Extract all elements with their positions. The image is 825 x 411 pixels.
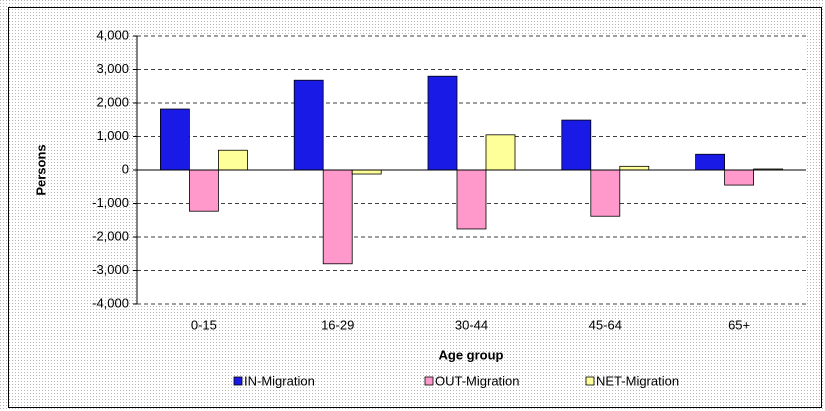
bar: [561, 119, 592, 171]
x-tick-label: 16-29: [321, 317, 354, 332]
bar: [427, 75, 458, 171]
bar: [724, 169, 754, 186]
y-tick-label: -1,000: [92, 195, 129, 210]
bar: [456, 169, 487, 230]
bar: [485, 134, 516, 171]
bar: [590, 169, 621, 217]
y-tick-label: -2,000: [92, 228, 129, 243]
y-tick-label: 4,000: [96, 27, 129, 42]
bar: [293, 79, 324, 171]
x-tick-label: 45-64: [589, 317, 622, 332]
x-tick-label: 0-15: [191, 317, 217, 332]
bar: [188, 169, 219, 212]
y-tick-label: 1,000: [96, 128, 129, 143]
legend-swatch: [424, 376, 434, 386]
x-tick-label: 30-44: [455, 317, 488, 332]
bar: [619, 165, 650, 171]
legend-swatch: [585, 376, 595, 386]
x-axis-label: Age group: [439, 347, 504, 362]
bar: [159, 108, 190, 171]
y-tick-label: -4,000: [92, 295, 129, 310]
bar: [695, 153, 725, 171]
y-tick-label: -3,000: [92, 262, 129, 277]
bar: [217, 149, 248, 171]
legend-label: IN-Migration: [244, 373, 315, 388]
y-tick-label: 2,000: [96, 94, 129, 109]
x-tick-label: 65+: [728, 317, 750, 332]
y-tick-label: 0: [122, 161, 129, 176]
legend-label: OUT-Migration: [435, 373, 520, 388]
chart-border: [8, 7, 822, 408]
legend-label: NET-Migration: [596, 373, 679, 388]
y-tick-label: 3,000: [96, 61, 129, 76]
bar: [351, 169, 382, 175]
legend-swatch: [233, 376, 243, 386]
bar: [322, 169, 353, 265]
y-axis-label: Persons: [33, 144, 48, 195]
